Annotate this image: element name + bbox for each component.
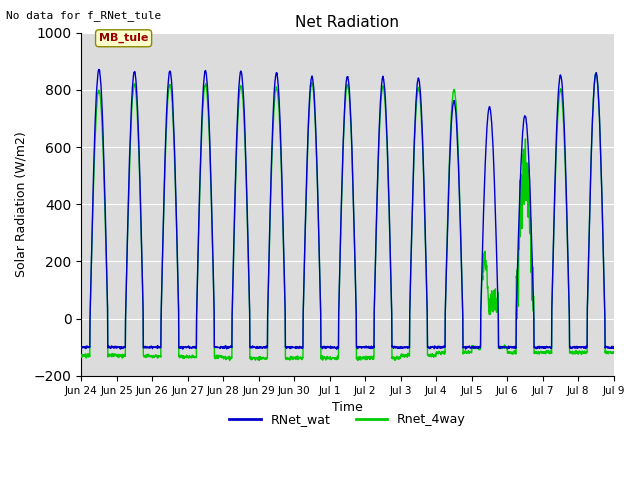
Text: No data for f_RNet_tule: No data for f_RNet_tule: [6, 10, 162, 21]
Title: Net Radiation: Net Radiation: [296, 15, 399, 30]
X-axis label: Time: Time: [332, 401, 363, 414]
Legend: RNet_wat, Rnet_4way: RNet_wat, Rnet_4way: [225, 408, 470, 432]
Text: MB_tule: MB_tule: [99, 33, 148, 43]
Y-axis label: Solar Radiation (W/m2): Solar Radiation (W/m2): [15, 132, 28, 277]
